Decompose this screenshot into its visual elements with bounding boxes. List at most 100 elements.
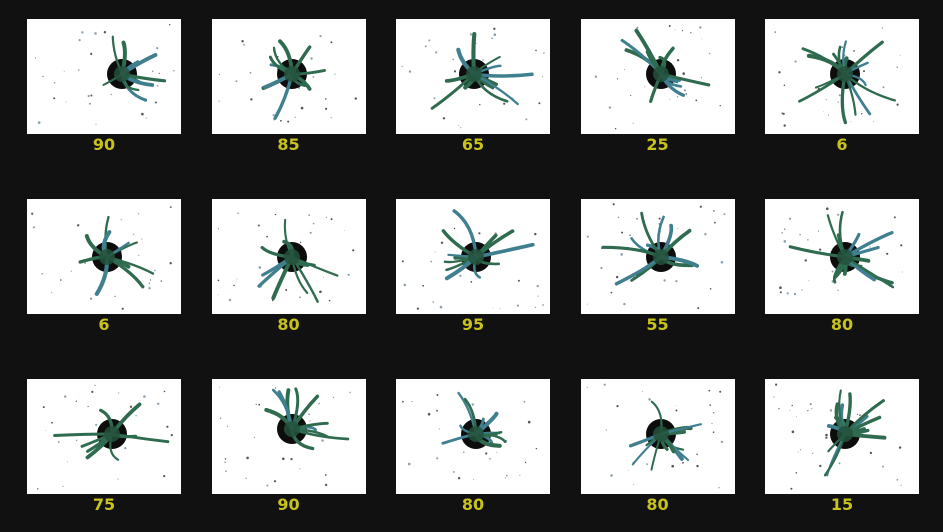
plant-tile: 15 bbox=[765, 379, 919, 529]
debris-speck bbox=[681, 461, 684, 464]
debris-speck bbox=[218, 73, 220, 75]
debris-speck bbox=[668, 98, 670, 100]
debris-speck bbox=[84, 262, 86, 264]
plant-image bbox=[765, 19, 919, 134]
debris-speck bbox=[440, 241, 444, 244]
debris-speck bbox=[823, 111, 824, 113]
debris-speck bbox=[478, 232, 481, 235]
debris-speck bbox=[789, 410, 791, 412]
debris-speck bbox=[781, 232, 783, 234]
plant-score-label: 15 bbox=[830, 495, 854, 514]
debris-speck bbox=[117, 478, 119, 480]
debris-speck bbox=[45, 430, 47, 431]
plant-center bbox=[283, 66, 300, 82]
debris-speck bbox=[632, 122, 634, 124]
debris-speck bbox=[324, 483, 327, 487]
debris-speck bbox=[791, 404, 793, 407]
plant-score-label: 65 bbox=[461, 135, 485, 154]
debris-speck bbox=[279, 119, 282, 122]
debris-speck bbox=[81, 31, 84, 34]
debris-speck bbox=[438, 428, 440, 430]
plant-score-label: 80 bbox=[646, 495, 669, 514]
plant-tile: 6 bbox=[27, 199, 181, 349]
plant-top-view bbox=[401, 27, 545, 129]
debris-speck bbox=[121, 307, 124, 310]
debris-speck bbox=[249, 98, 253, 101]
plant-tile: 6 bbox=[765, 19, 919, 169]
debris-speck bbox=[620, 231, 623, 234]
debris-speck bbox=[299, 241, 301, 244]
debris-speck bbox=[708, 52, 710, 55]
debris-speck bbox=[493, 27, 496, 30]
debris-speck bbox=[75, 439, 78, 442]
debris-speck bbox=[281, 457, 285, 461]
debris-speck bbox=[274, 213, 276, 216]
debris-speck bbox=[249, 71, 251, 74]
debris-speck bbox=[609, 474, 613, 477]
debris-speck bbox=[143, 395, 146, 398]
debris-speck bbox=[347, 273, 350, 276]
debris-speck bbox=[255, 403, 257, 405]
debris-speck bbox=[783, 228, 786, 231]
debris-speck bbox=[166, 425, 169, 428]
debris-speck bbox=[882, 465, 884, 468]
debris-speck bbox=[517, 279, 520, 282]
debris-speck bbox=[34, 57, 37, 59]
debris-speck bbox=[681, 72, 685, 75]
debris-speck bbox=[786, 292, 789, 295]
debris-speck bbox=[812, 452, 814, 455]
debris-speck bbox=[94, 384, 96, 387]
debris-speck bbox=[779, 286, 782, 289]
debris-speck bbox=[825, 99, 827, 101]
debris-speck bbox=[118, 392, 120, 394]
debris-speck bbox=[676, 59, 679, 62]
debris-speck bbox=[141, 238, 143, 240]
plant-score-label: 95 bbox=[461, 315, 485, 334]
debris-speck bbox=[157, 402, 160, 405]
debris-speck bbox=[535, 49, 537, 52]
debris-speck bbox=[459, 274, 462, 277]
debris-speck bbox=[75, 400, 77, 402]
debris-speck bbox=[439, 305, 443, 309]
plant-center bbox=[468, 426, 484, 442]
debris-speck bbox=[893, 216, 896, 219]
debris-speck bbox=[586, 386, 588, 388]
debris-speck bbox=[114, 295, 116, 297]
debris-speck bbox=[436, 457, 439, 460]
debris-speck bbox=[853, 49, 856, 53]
debris-speck bbox=[586, 235, 589, 238]
debris-speck bbox=[469, 33, 473, 36]
debris-speck bbox=[717, 487, 720, 489]
plant-image bbox=[396, 199, 550, 314]
plant-center bbox=[104, 426, 120, 442]
debris-speck bbox=[148, 282, 150, 284]
debris-speck bbox=[523, 400, 526, 403]
debris-speck bbox=[504, 477, 506, 479]
debris-speck bbox=[452, 58, 454, 60]
debris-speck bbox=[154, 101, 157, 104]
plant-center bbox=[837, 426, 853, 442]
plant-tile: 65 bbox=[396, 19, 550, 169]
plant-center bbox=[837, 66, 853, 82]
debris-speck bbox=[31, 212, 34, 215]
debris-speck bbox=[294, 116, 296, 118]
debris-speck bbox=[78, 39, 81, 42]
debris-speck bbox=[300, 106, 303, 110]
plant-tile: 80 bbox=[580, 379, 735, 529]
debris-speck bbox=[808, 280, 810, 282]
debris-speck bbox=[689, 32, 691, 34]
debris-speck bbox=[831, 270, 834, 273]
plant-tile: 25 bbox=[580, 19, 735, 169]
debris-speck bbox=[272, 114, 275, 117]
debris-speck bbox=[599, 266, 603, 270]
debris-speck bbox=[317, 402, 320, 405]
debris-speck bbox=[234, 80, 237, 83]
debris-speck bbox=[882, 86, 885, 89]
debris-speck bbox=[401, 260, 404, 263]
plant-center bbox=[283, 249, 300, 265]
debris-speck bbox=[411, 401, 413, 402]
debris-speck bbox=[896, 478, 899, 481]
debris-speck bbox=[435, 51, 438, 54]
debris-speck bbox=[434, 251, 436, 253]
